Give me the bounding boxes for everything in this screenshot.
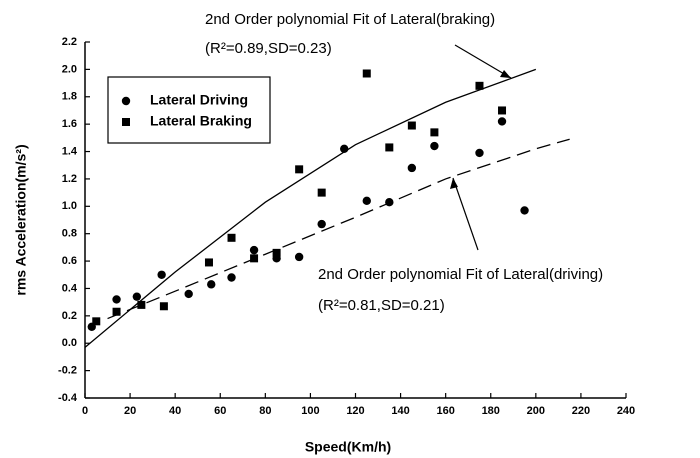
point (272, 248, 281, 257)
arrow-head (450, 178, 458, 189)
point (407, 163, 417, 173)
point (317, 219, 326, 229)
annotation: (R²=0.81,SD=0.21) (318, 297, 445, 314)
point (112, 295, 121, 304)
y-tick-label: 1.8 (62, 91, 77, 103)
fit-line (84, 68, 537, 348)
legend-label: Lateral Braking (150, 113, 252, 129)
y-tick-label: 1.2 (62, 173, 77, 185)
x-tick-label: 200 (527, 405, 545, 417)
point (497, 117, 507, 126)
x-tick-label: 140 (391, 405, 409, 417)
y-axis-label: rms Acceleration(m/s²) (13, 144, 29, 295)
point (362, 196, 371, 206)
y-tick-label: 2.2 (62, 36, 77, 48)
annotation: 2nd Order polynomial Fit of Lateral(driv… (318, 266, 603, 283)
point (137, 300, 146, 309)
point (295, 165, 304, 174)
point (132, 292, 142, 301)
point (340, 144, 349, 153)
point (498, 106, 507, 115)
annotation: 2nd Order polynomial Fit of Lateral(brak… (205, 11, 495, 28)
x-tick-label: 180 (482, 405, 500, 417)
legend-marker (122, 118, 130, 126)
point (112, 307, 121, 316)
x-axis-label: Speed(Km/h) (305, 439, 391, 455)
point (92, 317, 101, 326)
arrow (454, 44, 512, 79)
y-tick-label: -0.4 (58, 392, 78, 404)
point (430, 141, 439, 151)
point (475, 148, 484, 158)
y-tick-label: 0.8 (62, 228, 77, 240)
x-tick-label: 120 (346, 405, 364, 417)
point (362, 69, 371, 78)
point (250, 254, 259, 263)
y-tick-label: 1.4 (62, 145, 78, 157)
x-tick-label: 80 (259, 405, 271, 417)
point (157, 270, 166, 279)
y-tick-label: 0.2 (62, 310, 77, 322)
point (385, 198, 394, 207)
point (407, 121, 416, 130)
legend-marker (121, 96, 131, 106)
point (430, 128, 439, 137)
point (475, 81, 484, 90)
x-tick-label: 240 (617, 405, 635, 417)
point (184, 289, 193, 299)
point (385, 143, 394, 152)
x-tick-label: 100 (301, 405, 319, 417)
point (227, 233, 236, 242)
fit-line (107, 138, 570, 320)
x-tick-label: 60 (214, 405, 226, 417)
arrow-head (500, 70, 511, 78)
y-tick-label: 2.0 (62, 63, 77, 75)
y-tick-label: 1.0 (62, 200, 77, 212)
legend-box (107, 76, 271, 144)
x-tick-label: 160 (436, 405, 454, 417)
point (520, 206, 529, 215)
arrow (452, 177, 479, 251)
point (207, 280, 216, 289)
x-tick-label: 40 (169, 405, 181, 417)
x-tick-label: 20 (124, 405, 136, 417)
x-tick-label: 0 (82, 405, 88, 417)
point (204, 258, 213, 267)
y-tick-label: 1.6 (62, 118, 77, 130)
y-tick-label: 0.6 (62, 255, 77, 267)
y-tick-label: 0.0 (62, 337, 77, 349)
legend-label: Lateral Driving (150, 92, 248, 108)
point (249, 245, 259, 255)
point (159, 302, 168, 311)
point (227, 273, 236, 282)
x-tick-label: 220 (572, 405, 590, 417)
annotation: (R²=0.89,SD=0.23) (205, 40, 332, 57)
y-tick-label: 0.4 (62, 282, 78, 294)
point (294, 252, 304, 262)
point (317, 188, 326, 197)
y-tick-label: -0.2 (58, 365, 77, 377)
